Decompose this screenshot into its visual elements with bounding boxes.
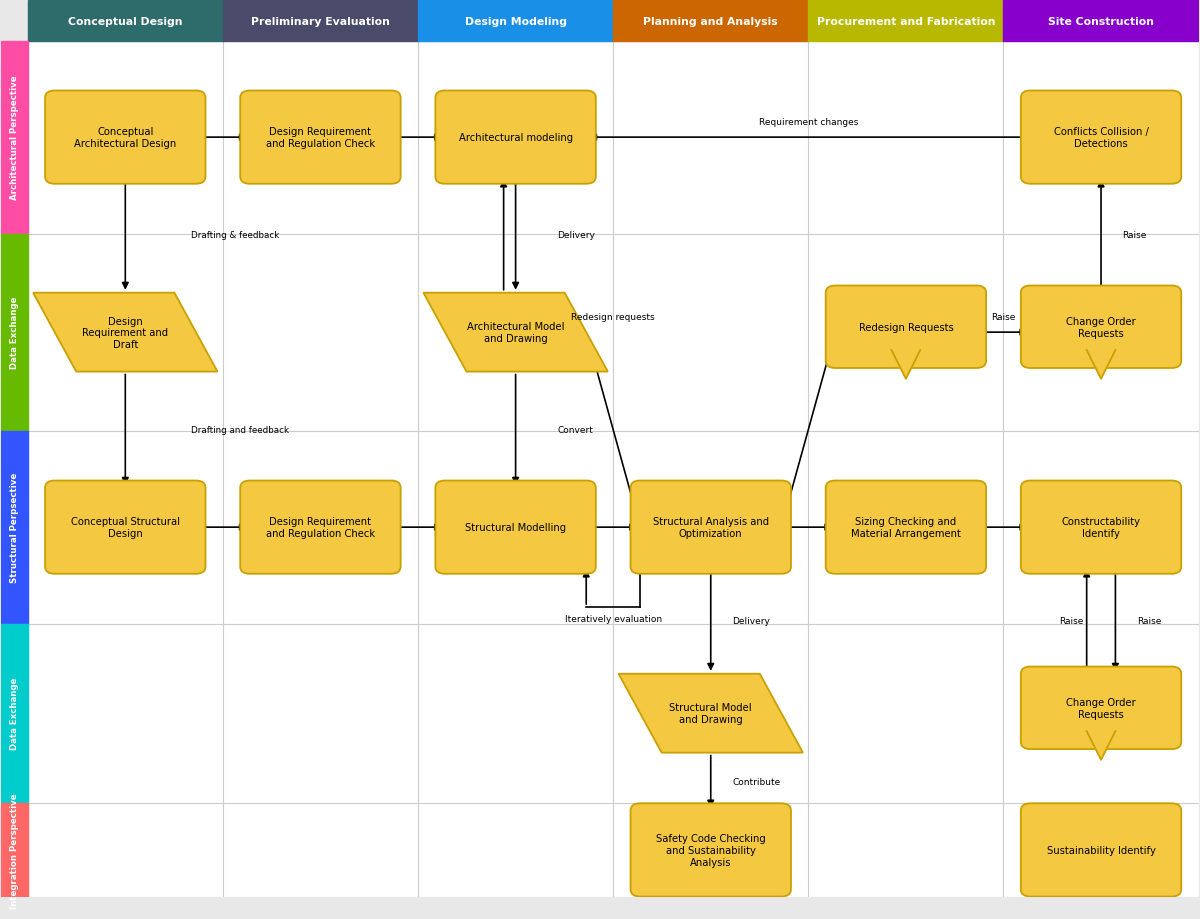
- Text: Sustainability Identify: Sustainability Identify: [1046, 845, 1156, 855]
- FancyBboxPatch shape: [1021, 803, 1181, 897]
- Text: Sizing Checking and
Material Arrangement: Sizing Checking and Material Arrangement: [851, 516, 961, 539]
- Text: Drafting & feedback: Drafting & feedback: [191, 231, 280, 240]
- Text: Procurement and Fabrication: Procurement and Fabrication: [817, 17, 995, 27]
- Polygon shape: [892, 351, 920, 380]
- Text: Structural Model
and Drawing: Structural Model and Drawing: [670, 703, 752, 724]
- FancyBboxPatch shape: [46, 91, 205, 185]
- Bar: [28, 2, 223, 41]
- FancyBboxPatch shape: [630, 803, 791, 897]
- Text: Data Exchange: Data Exchange: [10, 297, 19, 369]
- Text: Site Construction: Site Construction: [1048, 17, 1154, 27]
- Text: Convert: Convert: [558, 425, 593, 435]
- Text: Raise: Raise: [1058, 616, 1084, 625]
- Bar: [1, 803, 28, 897]
- Text: Structural Modelling: Structural Modelling: [466, 523, 566, 533]
- FancyBboxPatch shape: [826, 481, 986, 574]
- Text: Drafting and feedback: Drafting and feedback: [191, 425, 289, 435]
- Polygon shape: [1087, 351, 1116, 380]
- Text: Redesign Requests: Redesign Requests: [858, 323, 953, 333]
- Text: Design
Requirement and
Draft: Design Requirement and Draft: [83, 316, 168, 349]
- Bar: [418, 2, 613, 41]
- Bar: [1, 234, 28, 431]
- Bar: [1003, 2, 1199, 41]
- Text: Architectural Perspective: Architectural Perspective: [10, 75, 19, 200]
- Text: Design Modeling: Design Modeling: [464, 17, 566, 27]
- Text: Design Requirement
and Regulation Check: Design Requirement and Regulation Check: [266, 127, 376, 149]
- FancyBboxPatch shape: [1021, 91, 1181, 185]
- Text: Delivery: Delivery: [732, 616, 770, 625]
- Polygon shape: [1087, 732, 1116, 760]
- FancyBboxPatch shape: [240, 481, 401, 574]
- Text: Data Exchange: Data Exchange: [10, 677, 19, 750]
- Text: Iteratively evaluation: Iteratively evaluation: [565, 615, 661, 623]
- FancyBboxPatch shape: [436, 91, 596, 185]
- Polygon shape: [618, 674, 803, 753]
- Text: Raise: Raise: [1122, 231, 1147, 240]
- Text: Conceptual Design: Conceptual Design: [68, 17, 182, 27]
- Bar: [223, 2, 418, 41]
- Text: Contribute: Contribute: [732, 777, 780, 786]
- Text: Constructability
Identify: Constructability Identify: [1062, 516, 1140, 539]
- Bar: [809, 2, 1003, 41]
- Text: Change Order
Requests: Change Order Requests: [1066, 317, 1136, 338]
- FancyBboxPatch shape: [630, 481, 791, 574]
- Text: Safety Code Checking
and Sustainability
Analysis: Safety Code Checking and Sustainability …: [656, 834, 766, 867]
- Text: Architectural Model
and Drawing: Architectural Model and Drawing: [467, 322, 564, 344]
- Text: Planning and Analysis: Planning and Analysis: [643, 17, 778, 27]
- Text: Conceptual Structural
Design: Conceptual Structural Design: [71, 516, 180, 539]
- FancyBboxPatch shape: [240, 91, 401, 185]
- Text: Requirement changes: Requirement changes: [758, 119, 858, 127]
- FancyBboxPatch shape: [46, 481, 205, 574]
- Text: Redesign requests: Redesign requests: [571, 313, 655, 322]
- Text: Structural Analysis and
Optimization: Structural Analysis and Optimization: [653, 516, 769, 539]
- Bar: [1, 431, 28, 624]
- Text: Raise: Raise: [991, 313, 1015, 322]
- Bar: [1, 624, 28, 803]
- Text: Integration Perspective: Integration Perspective: [10, 792, 19, 908]
- Text: Structural Perpsective: Structural Perpsective: [10, 472, 19, 583]
- Text: Architectural modeling: Architectural modeling: [458, 133, 572, 143]
- Bar: [613, 2, 809, 41]
- FancyBboxPatch shape: [826, 286, 986, 369]
- Polygon shape: [34, 293, 217, 372]
- FancyBboxPatch shape: [1021, 667, 1181, 749]
- FancyBboxPatch shape: [1021, 481, 1181, 574]
- Text: Conceptual
Architectural Design: Conceptual Architectural Design: [74, 127, 176, 149]
- FancyBboxPatch shape: [1021, 286, 1181, 369]
- Text: Preliminary Evaluation: Preliminary Evaluation: [251, 17, 390, 27]
- Text: Change Order
Requests: Change Order Requests: [1066, 698, 1136, 719]
- Bar: [1, 41, 28, 234]
- Text: Conflicts Collision /
Detections: Conflicts Collision / Detections: [1054, 127, 1148, 149]
- Text: Raise: Raise: [1136, 616, 1162, 625]
- Polygon shape: [424, 293, 607, 372]
- Text: Design Requirement
and Regulation Check: Design Requirement and Regulation Check: [266, 516, 376, 539]
- Text: Delivery: Delivery: [558, 231, 595, 240]
- FancyBboxPatch shape: [436, 481, 596, 574]
